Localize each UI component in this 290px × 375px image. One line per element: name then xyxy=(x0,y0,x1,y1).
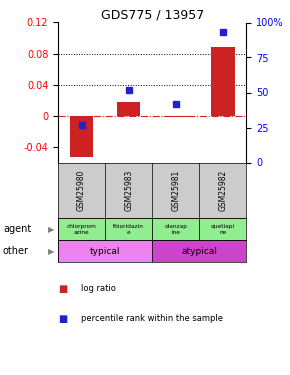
Text: percentile rank within the sample: percentile rank within the sample xyxy=(81,314,223,323)
Bar xyxy=(211,47,235,116)
Title: GDS775 / 13957: GDS775 / 13957 xyxy=(101,8,204,21)
Text: GSM25982: GSM25982 xyxy=(218,170,227,211)
Text: log ratio: log ratio xyxy=(81,284,116,293)
Bar xyxy=(58,219,105,240)
Text: ■: ■ xyxy=(58,314,67,324)
Text: GSM25981: GSM25981 xyxy=(171,170,180,211)
Text: olanzap
ine: olanzap ine xyxy=(164,224,187,235)
Text: ■: ■ xyxy=(58,284,67,294)
Text: agent: agent xyxy=(3,225,31,234)
Bar xyxy=(105,219,152,240)
Bar xyxy=(199,219,246,240)
Text: GSM25980: GSM25980 xyxy=(77,170,86,211)
Bar xyxy=(152,219,200,240)
Bar xyxy=(152,240,246,262)
Bar xyxy=(164,116,188,117)
Text: ▶: ▶ xyxy=(48,247,54,256)
Text: typical: typical xyxy=(90,247,120,256)
Text: ▶: ▶ xyxy=(48,225,54,234)
Bar xyxy=(117,102,140,116)
Bar xyxy=(70,116,93,157)
Text: GSM25983: GSM25983 xyxy=(124,170,133,211)
Text: atypical: atypical xyxy=(181,247,218,256)
Text: chlorprom
azine: chlorprom azine xyxy=(67,224,97,235)
Text: other: other xyxy=(3,246,29,256)
Text: quetiapi
ne: quetiapi ne xyxy=(211,224,235,235)
Text: thioridazin
e: thioridazin e xyxy=(113,224,144,235)
Bar xyxy=(58,240,152,262)
